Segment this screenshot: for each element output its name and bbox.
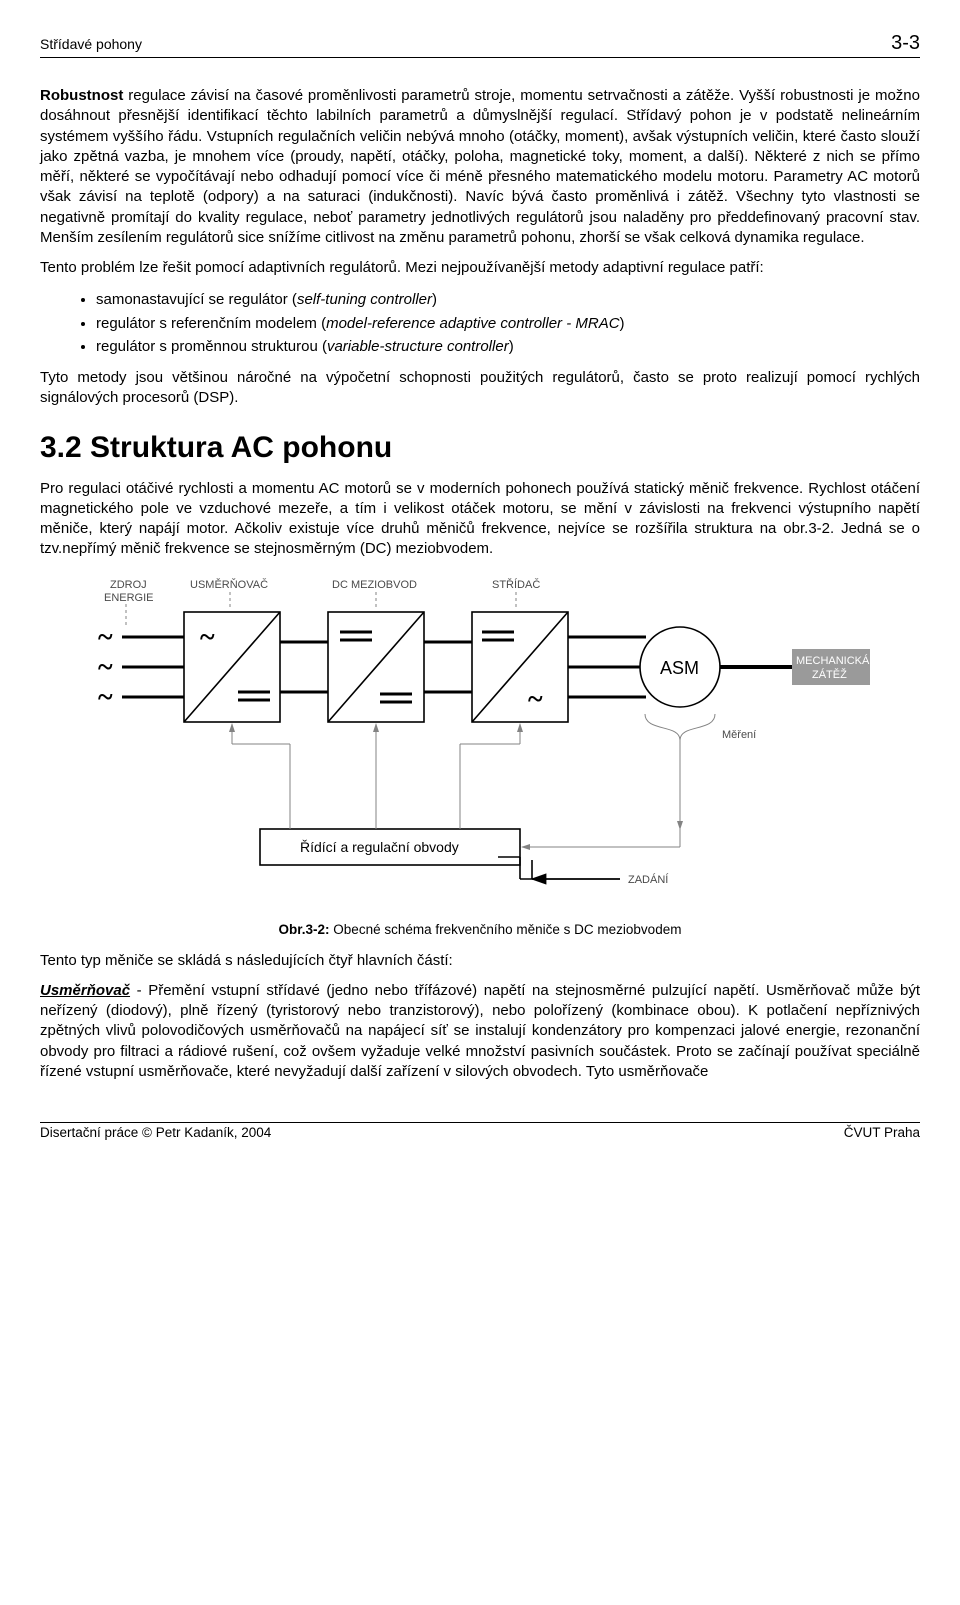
figure-caption: Obr.3-2: Obecné schéma frekvenčního měni… (40, 922, 920, 937)
paragraph-struktura: Pro regulaci otáčivé rychlosti a momentu… (40, 479, 920, 560)
page-header: Střídavé pohony 3-3 (40, 32, 920, 58)
list-item: samonastavující se regulátor (self-tunin… (96, 288, 920, 311)
page-footer: Disertační práce © Petr Kadaník, 2004 ČV… (40, 1122, 920, 1140)
footer-right: ČVUT Praha (844, 1125, 920, 1140)
bullet-list: samonastavující se regulátor (self-tunin… (40, 288, 920, 358)
label-zdroj-1: ZDROJ (110, 579, 147, 591)
para1b: Střídavý pohon je v podstatě nelineárním… (40, 107, 920, 246)
list-item: regulátor s referenčním modelem (model-r… (96, 312, 920, 335)
header-chapter: Střídavé pohony (40, 36, 142, 52)
source-phase-icon: ~ (98, 652, 113, 683)
label-dc-meziobvod: DC MEZIOBVOD (332, 579, 417, 591)
label-mech-2: ZÁTĚŽ (812, 668, 847, 681)
figure-3-2: ZDROJ ENERGIE USMĚRŇOVAČ DC MEZIOBVOD ST… (80, 574, 880, 904)
caption-rest: Obecné schéma frekvenčního měniče s DC m… (330, 922, 682, 937)
label-zadani: ZADÁNÍ (628, 873, 669, 886)
tilde-icon: ~ (528, 684, 543, 715)
label-stridac: STŘÍDAČ (492, 578, 540, 591)
paragraph-dsp: Tyto metody jsou většinou náročné na výp… (40, 368, 920, 409)
paragraph-adaptive-intro: Tento problém lze řešit pomocí adaptivní… (40, 258, 920, 278)
label-mech-1: MECHANICKÁ (796, 654, 870, 667)
label-ridici: Řídící a regulační obvody (300, 839, 459, 855)
lead-bold: Robustnost (40, 87, 123, 104)
source-phase-icon: ~ (98, 682, 113, 713)
paragraph-parts-intro: Tento typ měniče se skládá s následující… (40, 951, 920, 971)
motor-label: ASM (660, 658, 699, 678)
label-mereni: Měření (722, 729, 756, 741)
label-usmernovac: USMĚRŇOVAČ (190, 578, 268, 591)
tilde-icon: ~ (200, 622, 215, 653)
caption-bold: Obr.3-2: (279, 922, 330, 937)
para6-rest: - Přemění vstupní střídavé (jedno nebo t… (40, 982, 920, 1080)
label-zdroj-2: ENERGIE (104, 592, 154, 604)
paragraph-robustnost: Robustnost regulace závisí na časové pro… (40, 86, 920, 248)
footer-left: Disertační práce © Petr Kadaník, 2004 (40, 1125, 271, 1140)
section-heading: 3.2 Struktura AC pohonu (40, 431, 920, 465)
source-phase-icon: ~ (98, 622, 113, 653)
list-item: regulátor s proměnnou strukturou (variab… (96, 335, 920, 358)
header-page-number: 3-3 (891, 32, 920, 55)
paragraph-usmernovac: Usměrňovač - Přemění vstupní střídavé (j… (40, 981, 920, 1082)
term-usmernovac: Usměrňovač (40, 982, 130, 999)
